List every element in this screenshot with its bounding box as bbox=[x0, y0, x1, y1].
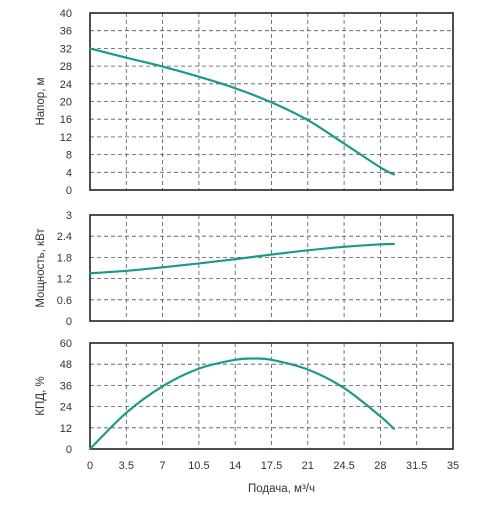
y-tick-label: 4 bbox=[66, 167, 72, 179]
x-tick-label: 3.5 bbox=[119, 460, 134, 472]
y-tick-label: 24 bbox=[60, 79, 72, 91]
y-tick-label: 8 bbox=[66, 150, 72, 162]
y-tick-label: 2.4 bbox=[57, 231, 72, 243]
series-line bbox=[88, 242, 395, 275]
x-tick-label: 10.5 bbox=[188, 460, 209, 472]
x-tick-label: 21 bbox=[302, 460, 314, 472]
y-tick-label: 16 bbox=[60, 114, 72, 126]
x-tick-label: 35 bbox=[447, 460, 459, 472]
x-tick-label: 31.5 bbox=[406, 460, 427, 472]
y-axis-title: Мощность, кВт bbox=[35, 228, 47, 308]
y-axis-title: КПД, % bbox=[35, 376, 47, 415]
y-tick-label: 3 bbox=[66, 210, 72, 222]
y-tick-label: 1.8 bbox=[57, 252, 72, 264]
plot-frame bbox=[89, 214, 454, 322]
y-tick-label: 36 bbox=[60, 380, 72, 392]
y-tick-label: 1.2 bbox=[57, 274, 72, 286]
x-axis-title: Подача, м³/ч bbox=[248, 483, 315, 495]
y-tick-label: 0 bbox=[66, 185, 72, 197]
y-tick-label: 32 bbox=[60, 43, 72, 55]
plot-frame bbox=[89, 12, 454, 191]
x-tick-label: 24.5 bbox=[333, 460, 354, 472]
series-line bbox=[88, 47, 395, 176]
y-tick-label: 40 bbox=[60, 8, 72, 20]
x-tick-label: 7 bbox=[160, 460, 166, 472]
y-tick-label: 28 bbox=[60, 61, 72, 73]
y-tick-label: 0.6 bbox=[57, 295, 72, 307]
x-tick-label: 0 bbox=[87, 460, 93, 472]
y-tick-label: 60 bbox=[60, 338, 72, 350]
y-tick-label: 36 bbox=[60, 26, 72, 38]
plot-frame bbox=[89, 342, 454, 450]
x-tick-label: 17.5 bbox=[261, 460, 282, 472]
y-tick-label: 20 bbox=[60, 97, 72, 109]
series-line bbox=[88, 357, 395, 451]
y-tick-label: 48 bbox=[60, 359, 72, 371]
x-tick-label: 14 bbox=[229, 460, 241, 472]
y-tick-label: 12 bbox=[60, 423, 72, 435]
y-axis-title: Напор, м bbox=[35, 77, 47, 125]
y-tick-label: 12 bbox=[60, 132, 72, 144]
y-tick-label: 24 bbox=[60, 402, 72, 414]
y-tick-label: 0 bbox=[66, 316, 72, 328]
x-tick-label: 28 bbox=[374, 460, 386, 472]
y-tick-label: 0 bbox=[66, 444, 72, 456]
